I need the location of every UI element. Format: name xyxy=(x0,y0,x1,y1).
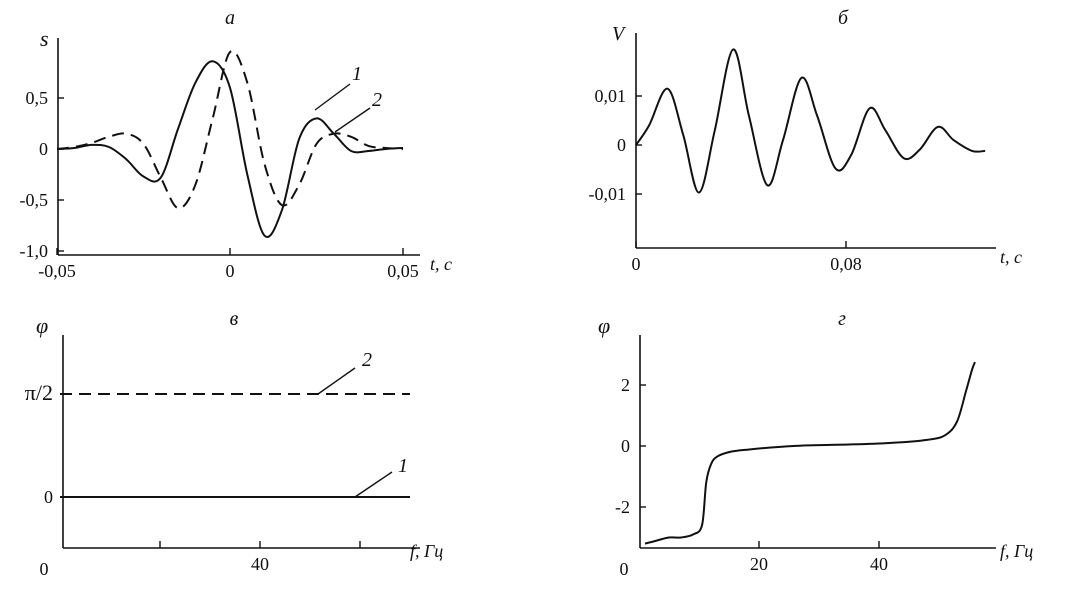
panel-a-label: а xyxy=(225,7,235,29)
panel-b-label: б xyxy=(838,7,849,29)
panel-b-y-tick-label: 0 xyxy=(617,135,626,155)
panel-b-y-tick-label: 0,01 xyxy=(595,86,627,106)
panel-a-y-tick-label: 0 xyxy=(39,139,48,159)
panel-b-curves xyxy=(635,48,986,194)
panel-a-y-tick-label: -1,0 xyxy=(20,241,49,261)
panel-g-curves xyxy=(644,361,976,545)
panel-v-y-tick-label: π/2 xyxy=(25,380,53,405)
panel-v-curves xyxy=(60,393,410,498)
panel-g: г φ f, Гц 0 20-220 40 xyxy=(598,308,1033,579)
panel-a-annotation-2: 2 xyxy=(372,89,382,111)
panel-g-ylabel: φ xyxy=(598,313,610,338)
panel-a-x-tick-label: 0 xyxy=(226,261,235,281)
panel-a: а s t, с 0,5 0 -0,5 -1,0-0,05 0 0,05 1 2 xyxy=(20,7,453,281)
panel-a-leader-1 xyxy=(314,83,351,111)
panel-v-x-tick-label: 40 xyxy=(251,554,269,574)
panel-g-xlabel: f, Гц xyxy=(1000,541,1033,561)
panel-b-ylabel: V xyxy=(612,23,627,45)
panel-b-series-line xyxy=(635,48,986,194)
panel-g-label: г xyxy=(838,308,846,330)
panel-b-y-tick-label: -0,01 xyxy=(589,184,627,204)
panel-a-ylabel: s xyxy=(40,26,49,51)
panel-v-ylabel: φ xyxy=(36,313,48,338)
panel-a-series-1 xyxy=(56,60,404,238)
panel-v-xlabel: f, Гц xyxy=(410,541,443,561)
panel-b-ticks: 0,01 0 -0,01 0 0,08 xyxy=(589,86,862,274)
panel-v-annotation-1: 1 xyxy=(398,455,408,477)
panel-g-y-tick-label: 0 xyxy=(621,436,630,456)
panel-g-ticks: 20-220 40 xyxy=(615,375,888,574)
panel-b-x-tick-label: 0,08 xyxy=(830,254,862,274)
panel-a-ticks: 0,5 0 -0,5 -1,0-0,05 0 0,05 xyxy=(20,88,419,281)
panel-g-series-line xyxy=(644,361,976,545)
panel-v-leader-1 xyxy=(354,471,393,498)
panel-a-y-tick-label: 0,5 xyxy=(26,88,49,108)
panel-a-series-2 xyxy=(56,49,404,210)
panel-b-x-tick-label: 0 xyxy=(632,254,641,274)
panel-a-annotation-1: 1 xyxy=(352,63,362,85)
panel-g-origin-label: 0 xyxy=(620,559,629,579)
panel-a-x-tick-label: -0,05 xyxy=(38,261,76,281)
panel-v-label: в xyxy=(230,308,239,330)
panel-v-y-tick-label: 0 xyxy=(44,487,53,507)
panel-g-y-tick-label: 2 xyxy=(621,375,630,395)
panel-a-curves xyxy=(56,49,404,238)
panel-a-x-tick-label: 0,05 xyxy=(387,261,419,281)
panel-v-origin-label: 0 xyxy=(40,559,49,579)
panel-a-leader-2 xyxy=(334,107,371,133)
panel-a-y-tick-label: -0,5 xyxy=(20,190,49,210)
panel-v-annotation-2: 2 xyxy=(362,349,372,371)
panel-b: б V t, с 0,01 0 -0,01 0 0,08 xyxy=(589,7,1023,274)
panel-v-ticks: π/2 0 40 xyxy=(25,380,361,574)
panel-g-x-tick-label: 20 xyxy=(750,554,768,574)
panel-v: в φ f, Гц 0 π/2 0 40 2 1 xyxy=(25,308,443,579)
panel-g-y-tick-label: -2 xyxy=(615,497,630,517)
panel-g-x-tick-label: 40 xyxy=(870,554,888,574)
panel-v-leader-2 xyxy=(317,367,356,395)
panel-b-xlabel: t, с xyxy=(1000,247,1022,267)
panel-a-xlabel: t, с xyxy=(430,254,452,274)
